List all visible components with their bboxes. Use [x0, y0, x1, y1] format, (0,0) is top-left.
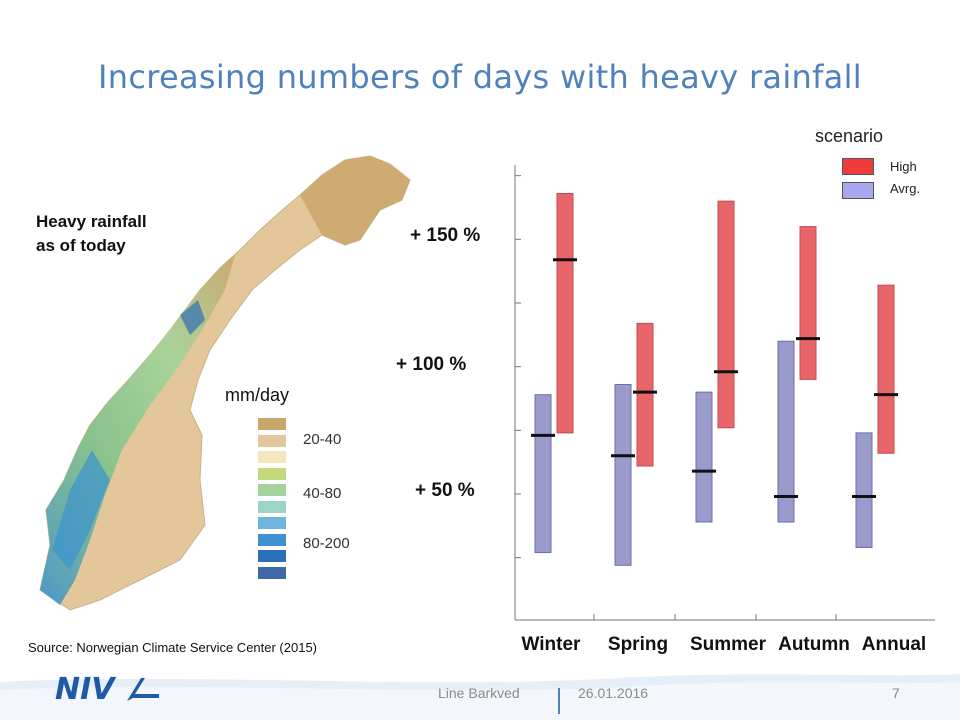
x-label-spring: Spring: [607, 634, 669, 655]
norway-rainfall-map: [39, 155, 411, 611]
box-avrg-spring: [614, 383, 632, 566]
footer-divider: [558, 688, 560, 714]
x-label-summer: Summer: [689, 634, 767, 655]
x-label-winter: Winter: [521, 634, 581, 655]
box-avrg-summer: [695, 391, 713, 523]
map-legend-swatch: [258, 418, 286, 430]
map-legend-title: mm/day: [225, 385, 290, 405]
map-legend-swatch: [258, 566, 286, 579]
legend-label-avrg: Avrg.: [890, 181, 921, 196]
map-legend-label-3: 80-200: [303, 535, 350, 552]
box-high-autumn: [799, 226, 817, 380]
map-legend-swatch: [258, 500, 286, 513]
map-heading-line2: as of today: [36, 236, 126, 255]
map-legend-label-2: 40-80: [303, 485, 342, 502]
box-high-spring: [636, 322, 654, 467]
legend-swatch-avrg: [842, 182, 874, 199]
y-tick-label-150: + 150 %: [410, 225, 481, 246]
map-legend-swatch: [258, 517, 286, 529]
box-high-summer: [717, 200, 735, 429]
x-label-autumn: Autumn: [778, 634, 850, 655]
scenario-legend-title: scenario: [815, 126, 884, 146]
box-high-winter: [556, 192, 574, 434]
niva-logo: NIV: [55, 672, 159, 706]
slide-title: Increasing numbers of days with heavy ra…: [98, 58, 862, 96]
source-note: Source: Norwegian Climate Service Center…: [28, 640, 318, 655]
legend-swatch-high: [842, 158, 874, 175]
map-legend-label-1: 20-40: [303, 431, 342, 448]
box-avrg-annual: [855, 432, 873, 548]
x-label-annual: Annual: [861, 634, 927, 655]
box-high-annual: [877, 284, 895, 454]
map-legend-swatch: [258, 550, 286, 562]
box-avrg-winter: [534, 394, 552, 554]
svg-text:NIV: NIV: [55, 672, 117, 706]
map-legend-swatch: [258, 467, 286, 480]
y-tick-label-50: + 50 %: [415, 480, 475, 501]
map-heading-line1: Heavy rainfall: [36, 212, 147, 231]
map-legend-swatch: [258, 484, 286, 496]
map-legend-swatch: [258, 533, 286, 546]
legend-label-high: High: [890, 159, 917, 174]
footer-page-number: 7: [892, 685, 900, 701]
map-legend-swatch: [258, 451, 286, 463]
footer-wave: [0, 674, 960, 720]
footer-author: Line Barkved: [438, 685, 520, 701]
map-legend-swatch: [258, 434, 286, 447]
map-heading: Heavy rainfall as of today: [36, 210, 206, 258]
footer-date: 26.01.2016: [578, 685, 649, 701]
y-tick-label-100: + 100 %: [396, 354, 467, 375]
box-avrg-autumn: [777, 340, 795, 523]
